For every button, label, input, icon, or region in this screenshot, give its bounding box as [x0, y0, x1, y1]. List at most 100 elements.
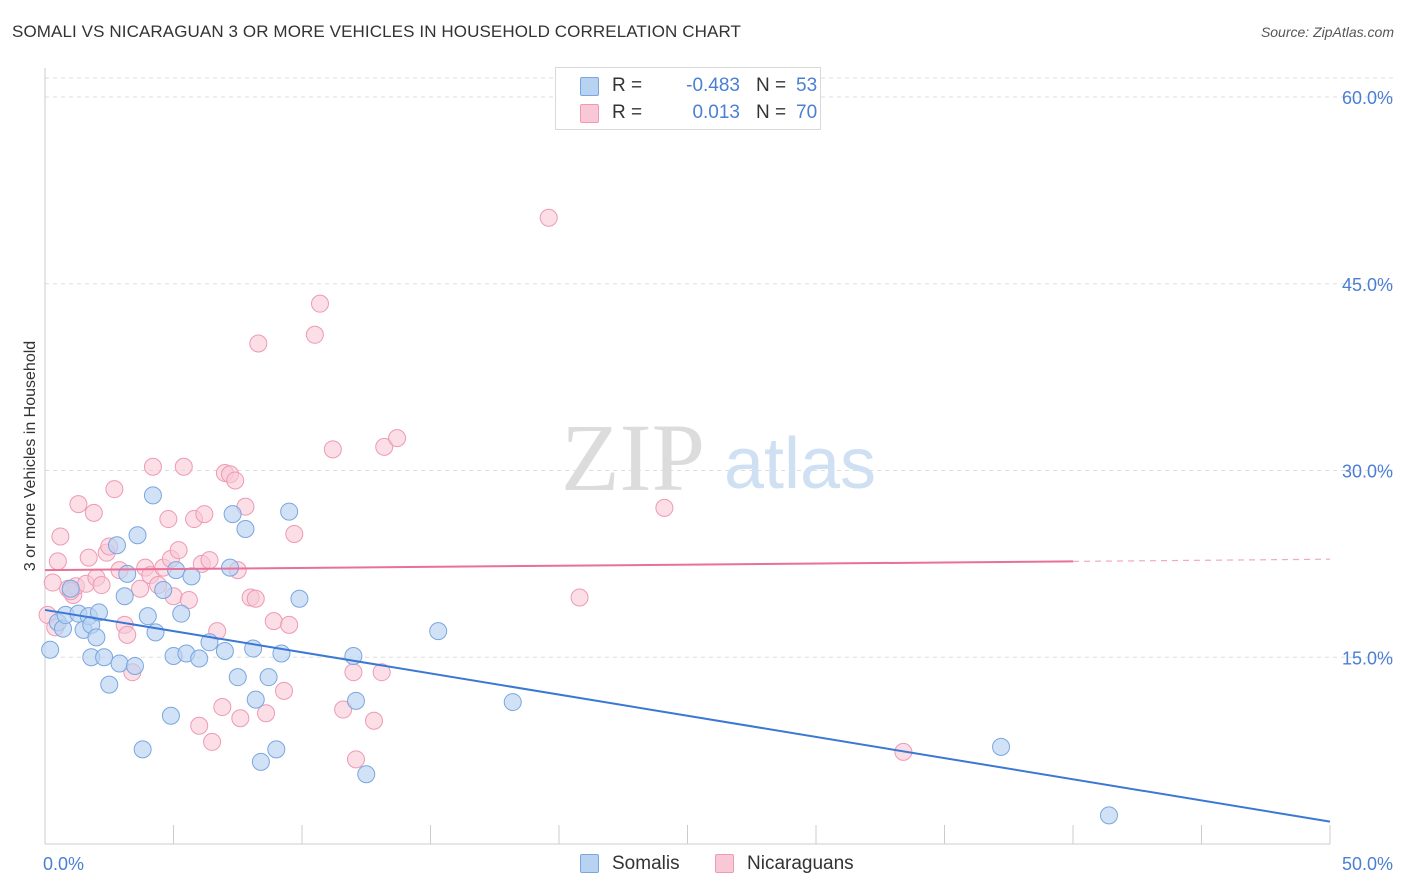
nicaraguan-point: [69, 495, 88, 514]
nicaraguan-point: [346, 750, 365, 769]
somali-swatch: [580, 77, 599, 96]
nicaraguan-point: [344, 663, 363, 682]
y-tick-label: 45.0%: [1342, 275, 1393, 295]
tick-labels: 15.0% 30.0% 45.0% 60.0% 0.0% 50.0%: [43, 88, 1393, 874]
somali-point: [118, 564, 137, 583]
y-tick-label: 60.0%: [1342, 88, 1393, 108]
somali-point: [143, 486, 162, 505]
somali-point: [133, 740, 152, 759]
r-label: R =: [612, 102, 643, 123]
nicaraguan-point: [195, 505, 214, 524]
axes: [44, 68, 1331, 845]
somali-point: [215, 642, 234, 661]
r-label: R =: [612, 75, 643, 96]
nicaraguan-swatch: [580, 104, 599, 123]
nicaraguan-point: [131, 579, 150, 598]
legend-label: Nicaraguans: [747, 853, 854, 874]
somali-point: [154, 581, 173, 600]
nicaraguan-swatch: [715, 854, 734, 873]
somali-point: [107, 536, 126, 555]
r-value: -0.483: [686, 75, 740, 96]
nicaraguan-point: [226, 471, 245, 490]
somali-swatch: [580, 854, 599, 873]
stats-legend: R = -0.483 N = 53 R = 0.013 N = 70: [555, 67, 821, 130]
somali-point: [110, 654, 129, 673]
nicaraguan-point: [375, 437, 394, 456]
nicaraguan-point: [174, 457, 193, 476]
somali-point: [190, 649, 209, 668]
nicaraguan-point: [280, 615, 299, 634]
watermark-zip: ZIP: [561, 404, 705, 511]
somali-point: [357, 765, 376, 784]
nicaraguan-point: [570, 588, 589, 607]
somali-point: [182, 567, 201, 586]
y-tick-label: 15.0%: [1342, 648, 1393, 668]
somali-point: [236, 520, 255, 539]
somali-point: [100, 675, 119, 694]
n-label: N =: [756, 75, 787, 96]
somali-point: [346, 691, 365, 710]
n-value: 70: [796, 102, 818, 123]
somali-point: [223, 505, 242, 524]
nicaraguan-point: [655, 498, 674, 517]
nicaraguan-point: [159, 510, 178, 529]
nicaraguan-point: [43, 573, 62, 592]
nicaraguan-point: [305, 325, 324, 344]
somali-point: [992, 737, 1011, 756]
somali-point: [228, 668, 247, 687]
nicaraguan-point: [323, 440, 342, 459]
nicaraguan-point: [51, 527, 70, 546]
nicaraguan-point: [79, 548, 98, 567]
nicaraguan-point: [275, 681, 294, 700]
somali-point: [87, 628, 106, 647]
nicaraguan-point: [105, 480, 124, 499]
x-tick-label: 0.0%: [43, 854, 84, 874]
nicaraguan-point: [285, 524, 304, 543]
n-value: 53: [796, 75, 818, 96]
source-attribution: Source: ZipAtlas.com: [1260, 24, 1394, 40]
watermark-atlas: atlas: [724, 424, 876, 504]
nicaraguan-point: [310, 294, 329, 313]
watermark: ZIP atlas: [561, 404, 876, 511]
x-tick-label: 50.0%: [1342, 854, 1393, 874]
nicaraguan-point: [118, 625, 137, 644]
trend-lines: [44, 558, 1331, 823]
nicaraguan-point: [48, 552, 67, 571]
nicaraguan-point: [203, 732, 222, 751]
somali-point: [61, 579, 80, 598]
nicaraguan-point: [231, 709, 250, 728]
n-label: N =: [756, 102, 787, 123]
nicaraguan-point: [539, 208, 558, 227]
nicaraguan-point: [257, 704, 276, 723]
somali-point: [251, 752, 270, 771]
nicaraguan-point: [264, 612, 283, 631]
somali-points: [41, 486, 1118, 825]
nicaraguan-point: [92, 576, 111, 595]
chart-title: SOMALI VS NICARAGUAN 3 OR MORE VEHICLES …: [12, 22, 742, 41]
somali-trend-line: [44, 608, 1331, 823]
somali-point: [246, 690, 265, 709]
somali-point: [41, 640, 60, 659]
nicaraguan-point: [143, 457, 162, 476]
somali-point: [259, 668, 278, 687]
somali-point: [1099, 806, 1118, 825]
somali-point: [161, 706, 180, 725]
somali-point: [125, 656, 144, 675]
r-value: 0.013: [692, 102, 740, 123]
somali-point: [503, 693, 522, 712]
somali-point: [128, 526, 147, 545]
somali-point: [172, 604, 191, 623]
somali-point: [138, 607, 157, 626]
nicaraguan-point: [249, 334, 268, 353]
nicaraguan-trend-extension: [1072, 558, 1331, 562]
nicaraguan-point: [372, 663, 391, 682]
nicaraguan-point: [388, 429, 407, 448]
somali-point: [89, 603, 108, 622]
somali-point: [280, 502, 299, 521]
nicaraguan-point: [179, 590, 198, 609]
nicaraguan-point: [334, 700, 353, 719]
y-tick-label: 30.0%: [1342, 462, 1393, 482]
somali-point: [290, 589, 309, 608]
somali-point: [115, 587, 134, 606]
